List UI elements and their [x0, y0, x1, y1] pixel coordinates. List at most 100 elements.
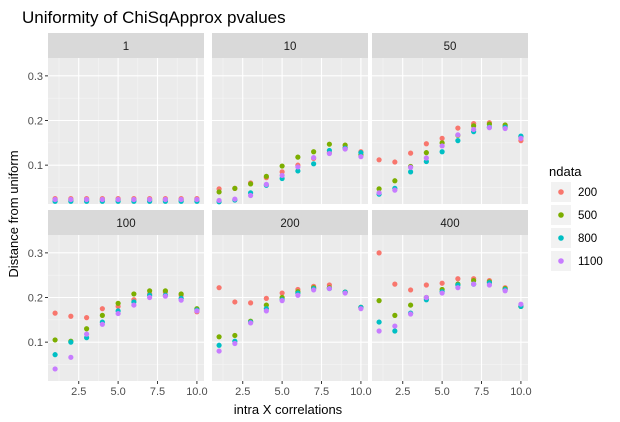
panel-background	[372, 58, 528, 204]
data-point	[358, 306, 364, 312]
y-tick-label: 0.3	[28, 248, 43, 260]
data-point	[358, 150, 364, 156]
data-point	[84, 326, 90, 332]
data-point	[279, 163, 285, 169]
data-point	[147, 196, 153, 203]
data-point	[248, 192, 254, 199]
facet-strip-label: 10	[284, 41, 297, 53]
data-point	[216, 348, 222, 354]
data-point	[84, 196, 90, 203]
data-point	[502, 288, 508, 294]
data-point	[52, 366, 58, 372]
facet-strip	[212, 33, 368, 58]
data-point	[408, 302, 414, 308]
facet-strip	[372, 210, 528, 235]
data-point	[68, 354, 74, 360]
facet-panel: 10	[212, 33, 368, 205]
data-point	[147, 294, 153, 301]
facet-panel: 200 2.5 5.0 7.5 10.0	[212, 210, 372, 398]
data-point	[392, 312, 398, 318]
data-point	[423, 150, 429, 156]
facet-strip	[48, 210, 204, 235]
data-point	[408, 311, 414, 317]
x-tick-label: 10.0	[510, 386, 531, 398]
data-point	[392, 187, 398, 193]
data-point	[311, 287, 317, 293]
data-point	[216, 197, 222, 204]
y-tick-label: 0.2	[28, 293, 43, 305]
data-point	[162, 293, 168, 299]
facet-panel: 1 0.1 0.2 0.3	[28, 33, 204, 204]
data-point	[392, 178, 398, 184]
data-point	[279, 172, 285, 179]
legend-title: ndata	[549, 164, 582, 179]
data-point	[263, 173, 269, 179]
data-point	[52, 337, 58, 343]
x-tick-label: 5.0	[110, 386, 125, 398]
data-point	[115, 300, 121, 306]
x-tick-label: 2.5	[395, 386, 410, 398]
data-point	[376, 190, 382, 196]
data-point	[326, 150, 332, 157]
facet-strip	[48, 33, 204, 58]
data-point	[178, 291, 184, 297]
x-tick-label: 2.5	[71, 386, 86, 398]
data-point	[342, 290, 348, 296]
data-point	[178, 196, 184, 203]
legend-label: 800	[578, 233, 597, 245]
data-point	[68, 313, 74, 319]
data-point	[295, 154, 301, 160]
data-point	[376, 186, 382, 192]
legend-swatch	[558, 189, 564, 195]
data-point	[216, 189, 222, 195]
x-tick-label: 10.0	[186, 386, 207, 398]
legend-swatch	[558, 212, 564, 218]
data-point	[232, 332, 238, 339]
facet-strip-label: 50	[444, 41, 457, 53]
data-point	[455, 285, 461, 291]
y-tick-label: 0.3	[28, 71, 43, 83]
y-tick-label: 0.1	[28, 160, 43, 172]
data-point	[162, 196, 168, 203]
data-point	[68, 339, 74, 345]
data-point	[194, 308, 200, 314]
data-point	[115, 310, 121, 317]
x-tick-label: 5.0	[434, 386, 449, 398]
x-tick-label: 5.0	[274, 386, 289, 398]
legend: ndata 200 500 800 1100	[549, 164, 603, 271]
data-point	[248, 320, 254, 326]
data-point	[99, 312, 105, 318]
data-point	[263, 302, 269, 308]
legend-label: 200	[578, 187, 597, 199]
data-point	[84, 335, 90, 341]
data-point	[131, 302, 137, 308]
data-point	[263, 295, 269, 302]
data-point	[376, 298, 382, 304]
data-point	[471, 281, 477, 287]
data-point	[232, 196, 238, 202]
data-point	[52, 196, 58, 203]
data-point	[423, 282, 429, 288]
data-point	[376, 250, 382, 256]
x-axis-title: intra X correlations	[234, 402, 343, 417]
data-point	[115, 196, 121, 203]
x-tick-label: 7.5	[150, 386, 165, 398]
data-point	[84, 314, 90, 321]
data-point	[342, 146, 348, 152]
x-tick-label: 7.5	[474, 386, 489, 398]
data-point	[408, 164, 414, 170]
facet-strip-label: 1	[123, 41, 129, 53]
facet-strip-label: 100	[116, 218, 135, 230]
data-point	[326, 285, 332, 292]
data-point	[279, 290, 285, 296]
facet-strip	[372, 33, 528, 58]
data-point	[392, 323, 398, 329]
chart-title: Uniformity of ChiSqApprox pvalues	[22, 8, 286, 27]
data-point	[376, 328, 382, 334]
data-point	[216, 342, 222, 348]
data-point	[408, 287, 414, 293]
data-point	[99, 306, 105, 312]
data-point	[232, 340, 238, 347]
